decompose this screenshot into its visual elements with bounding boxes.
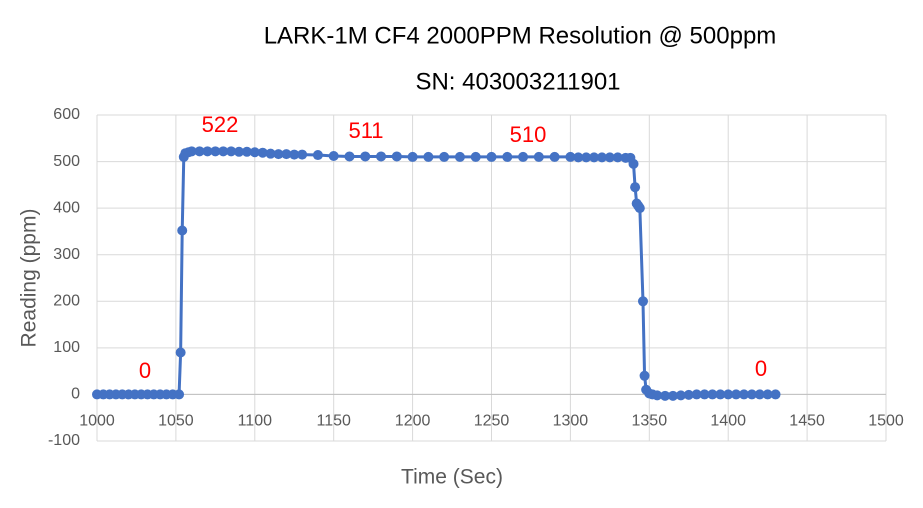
data-point xyxy=(518,151,529,162)
y-axis-label: Reading (ppm) xyxy=(18,209,41,348)
data-point xyxy=(581,152,592,163)
y-tick-label: 200 xyxy=(53,293,80,310)
data-point xyxy=(312,150,323,161)
annotation: 0 xyxy=(755,356,767,381)
data-point xyxy=(770,389,781,400)
chart-title: LARK-1M CF4 2000PPM Resolution @ 500ppm xyxy=(264,22,777,49)
x-tick-label: 1250 xyxy=(474,413,510,430)
x-tick-label: 1450 xyxy=(789,413,825,430)
y-tick-label: 0 xyxy=(71,386,80,403)
data-point xyxy=(667,390,678,401)
annotation: 0 xyxy=(139,358,151,383)
data-point xyxy=(289,149,300,160)
data-point xyxy=(639,370,650,381)
data-point xyxy=(754,389,765,400)
x-tick-label: 1200 xyxy=(395,413,431,430)
x-tick-label: 1000 xyxy=(79,413,115,430)
data-point xyxy=(328,150,339,161)
annotation: 510 xyxy=(510,122,547,147)
data-point xyxy=(249,147,260,158)
data-point xyxy=(241,146,252,157)
data-point xyxy=(194,146,205,157)
data-point xyxy=(273,149,284,160)
data-point xyxy=(699,389,710,400)
y-tick-label: 100 xyxy=(53,339,80,356)
data-point xyxy=(376,151,387,162)
y-tick-label: 300 xyxy=(53,246,80,263)
data-point xyxy=(637,296,648,307)
data-point xyxy=(186,146,197,157)
data-point xyxy=(177,225,188,236)
data-point xyxy=(470,151,481,162)
data-point xyxy=(634,203,645,214)
y-tick-label: 500 xyxy=(53,153,80,170)
data-point xyxy=(175,347,186,358)
data-point xyxy=(652,390,663,401)
data-point xyxy=(202,146,213,157)
annotation: 522 xyxy=(202,112,239,137)
data-point xyxy=(391,151,402,162)
data-point xyxy=(533,151,544,162)
data-point xyxy=(549,151,560,162)
data-point xyxy=(454,151,465,162)
data-point xyxy=(439,151,450,162)
x-tick-label: 1100 xyxy=(238,413,273,430)
data-point xyxy=(691,389,702,400)
data-point xyxy=(723,389,734,400)
data-point xyxy=(565,151,576,162)
chart-subtitle: SN: 403003211901 xyxy=(415,68,620,95)
y-tick-label: -100 xyxy=(48,432,80,449)
data-point xyxy=(707,389,718,400)
data-point xyxy=(746,389,757,400)
data-point xyxy=(265,148,276,159)
data-point xyxy=(218,146,229,157)
data-point xyxy=(226,146,237,157)
data-point xyxy=(502,151,513,162)
data-point xyxy=(407,151,418,162)
data-line xyxy=(97,149,776,398)
x-tick-label: 1300 xyxy=(553,413,589,430)
x-axis-label: Time (Sec) xyxy=(401,466,503,489)
x-tick-label: 1500 xyxy=(868,413,904,430)
data-point xyxy=(630,182,641,193)
x-tick-label: 1350 xyxy=(632,413,668,430)
data-point xyxy=(628,158,639,169)
data-point xyxy=(683,389,694,400)
data-point xyxy=(210,146,221,157)
data-point xyxy=(731,389,742,400)
x-tick-label: 1050 xyxy=(158,413,194,430)
data-point xyxy=(738,389,749,400)
annotation: 511 xyxy=(348,118,383,143)
data-point xyxy=(715,389,726,400)
data-point xyxy=(486,151,497,162)
x-tick-label: 1150 xyxy=(316,413,351,430)
data-point xyxy=(604,152,615,163)
data-point xyxy=(589,152,600,163)
data-point xyxy=(344,151,355,162)
data-point xyxy=(281,149,292,160)
data-point xyxy=(612,152,623,163)
data-point xyxy=(596,152,607,163)
data-point xyxy=(174,389,185,400)
data-point xyxy=(573,152,584,163)
data-point xyxy=(297,149,308,160)
data-point xyxy=(423,151,434,162)
data-point xyxy=(660,390,671,401)
data-point xyxy=(360,151,371,162)
x-tick-label: 1400 xyxy=(710,413,746,430)
y-tick-label: 400 xyxy=(53,199,80,216)
data-point xyxy=(234,146,245,157)
data-point xyxy=(675,390,686,401)
data-point xyxy=(257,147,268,158)
data-point xyxy=(762,389,773,400)
y-tick-label: 600 xyxy=(53,106,80,123)
